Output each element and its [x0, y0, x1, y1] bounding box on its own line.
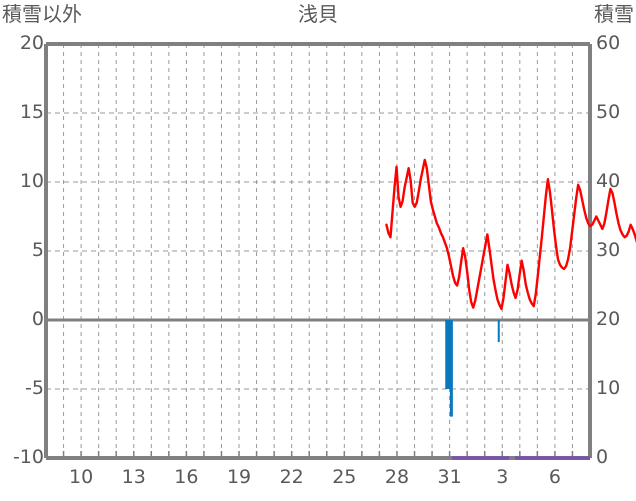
- left-axis-title: 積雪以外: [2, 2, 82, 26]
- y-axis-right-tick: 0: [596, 446, 609, 468]
- series-bar-snowfall: [497, 320, 500, 343]
- x-axis-tick: 19: [226, 466, 252, 488]
- y-axis-right-tick: 30: [596, 239, 621, 261]
- x-axis-tick: 28: [384, 466, 410, 488]
- y-axis-right-tick: 60: [596, 32, 621, 54]
- y-axis-left-tick: 5: [31, 239, 44, 261]
- chart-title: 浅貝: [298, 2, 338, 26]
- y-axis-left-tick: -10: [12, 446, 44, 468]
- right-axis-title: 積雪: [594, 2, 634, 26]
- y-axis-right-tick: 20: [596, 308, 621, 330]
- x-axis-tick: 31: [437, 466, 462, 488]
- x-axis-tick: 10: [69, 466, 94, 488]
- x-axis-tick: 13: [121, 466, 146, 488]
- y-axis-left-tick: -5: [25, 377, 44, 399]
- x-axis-tick: 6: [548, 466, 561, 488]
- y-axis-left-tick: 10: [19, 170, 44, 192]
- x-axis-tick: 16: [174, 466, 199, 488]
- y-axis-right-tick: 40: [596, 170, 621, 192]
- x-axis-tick: 22: [279, 466, 304, 488]
- x-axis-tick: 25: [332, 466, 357, 488]
- y-axis-left-tick: 20: [19, 32, 44, 54]
- y-axis-left-tick: 15: [19, 101, 44, 123]
- series-bar-snowfall: [449, 320, 453, 417]
- y-axis-left-tick: 0: [31, 308, 44, 330]
- x-axis-tick: 3: [496, 466, 509, 488]
- y-axis-right-tick: 10: [596, 377, 621, 399]
- series-bar-snowfall: [445, 320, 453, 389]
- y-axis-right-tick: 50: [596, 101, 621, 123]
- series-line-precip: [385, 158, 636, 311]
